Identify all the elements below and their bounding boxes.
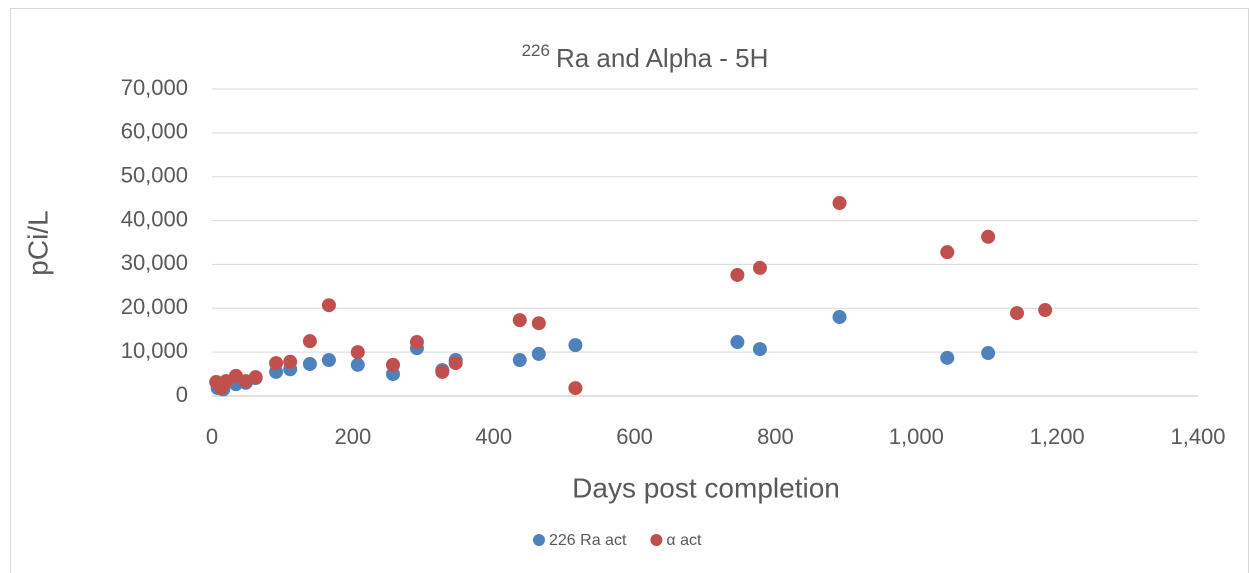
y-tick-label: 70,000 [121, 75, 188, 100]
point [730, 267, 745, 282]
y-tick-label: 30,000 [121, 250, 188, 275]
point [832, 196, 847, 211]
title-superscript: 226 [522, 41, 550, 60]
point [435, 364, 450, 379]
point [350, 345, 365, 360]
legend-marker [533, 534, 545, 546]
title-text: Ra and Alpha - 5H [556, 43, 768, 73]
point [409, 335, 424, 350]
point [1038, 303, 1053, 318]
point [1009, 306, 1024, 321]
point [981, 229, 996, 244]
y-tick-label: 10,000 [121, 338, 188, 363]
legend-marker [650, 534, 663, 546]
point [832, 310, 847, 325]
x-tick-label: 1,000 [889, 424, 944, 449]
point [448, 356, 463, 371]
y-tick-label: 40,000 [121, 206, 188, 231]
x-tick-label: 1,400 [1170, 424, 1225, 449]
point [730, 335, 745, 350]
point [981, 346, 996, 361]
point [350, 357, 365, 372]
point [568, 381, 583, 396]
point [752, 260, 767, 275]
x-tick-label: 200 [334, 424, 371, 449]
y-tick-label: 20,000 [121, 294, 188, 319]
point [386, 357, 401, 372]
y-tick-label: 50,000 [121, 163, 188, 188]
chart-frame [10, 8, 1249, 573]
x-tick-label: 800 [757, 424, 794, 449]
point [940, 350, 955, 365]
point [512, 313, 527, 328]
legend-label: 226 Ra act [549, 532, 627, 549]
point [269, 356, 284, 371]
point [940, 245, 955, 260]
point [321, 353, 336, 368]
x-tick-label: 600 [616, 424, 653, 449]
x-axis-title: Days post completion [572, 472, 840, 503]
point [248, 370, 263, 385]
legend-label: α act [666, 532, 702, 549]
y-axis-title: pCi/L [22, 210, 53, 275]
point [321, 298, 336, 313]
y-tick-label: 0 [176, 382, 188, 407]
point [531, 316, 546, 331]
chart-title: 226 Ra and Alpha - 5H [522, 41, 769, 72]
x-tick-label: 400 [475, 424, 512, 449]
point [302, 356, 317, 371]
point [531, 346, 546, 361]
point [302, 334, 317, 349]
x-tick-label: 1,200 [1030, 424, 1085, 449]
point [752, 342, 767, 357]
point [568, 338, 583, 353]
point [283, 354, 298, 369]
point [512, 353, 527, 368]
x-tick-label: 0 [206, 424, 218, 449]
y-tick-label: 60,000 [121, 119, 188, 144]
